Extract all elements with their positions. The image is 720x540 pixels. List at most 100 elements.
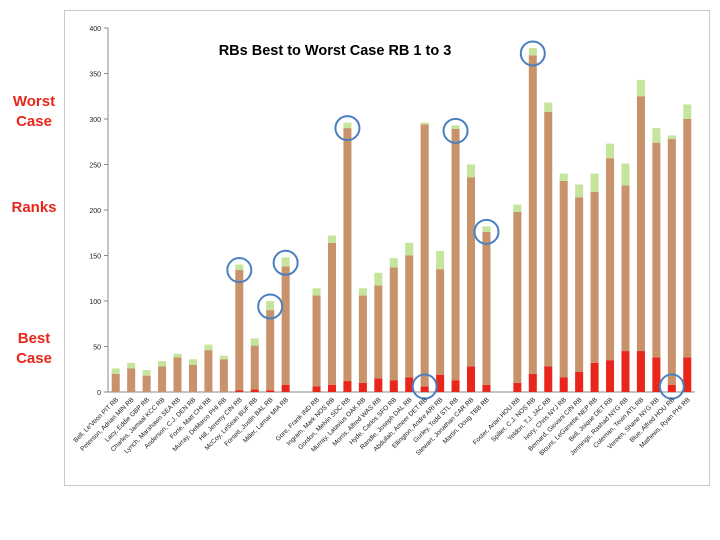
- bar-segment-worst: [204, 344, 213, 351]
- bar-segment-best: [528, 373, 537, 392]
- bar-segment-worst: [513, 204, 522, 212]
- bar-segment-best: [250, 389, 259, 392]
- bar-segment-worst: [606, 143, 615, 159]
- bar-segment-mid: [466, 177, 476, 367]
- bar-segment-worst: [219, 355, 228, 360]
- bar-segment-best: [436, 374, 445, 392]
- highlight-circle: [442, 117, 469, 144]
- bar-segment-mid: [188, 364, 197, 392]
- bar-segment-mid: [667, 139, 676, 385]
- bar-segment-worst: [528, 48, 537, 56]
- y-tick-label: 50: [93, 345, 101, 352]
- highlight-circle: [411, 373, 438, 400]
- bar-segment-mid: [281, 266, 290, 385]
- highlight-circle: [334, 115, 361, 142]
- bar-segment-worst: [389, 258, 398, 268]
- bar-segment-best: [281, 384, 290, 392]
- bar-segment-worst: [173, 353, 182, 358]
- bar-segment-mid: [513, 211, 522, 383]
- bar-segment-mid: [204, 350, 213, 392]
- bar-segment-worst: [683, 104, 692, 119]
- bar-segment-mid: [405, 255, 414, 378]
- bar-segment-worst: [158, 361, 167, 367]
- bar-segment-worst: [667, 135, 676, 140]
- bar-segment-mid: [219, 359, 228, 392]
- bar-segment-mid: [652, 142, 661, 358]
- bar-segment-best: [559, 377, 568, 392]
- bar-segment-mid: [544, 111, 553, 367]
- bar-segment-mid: [142, 375, 151, 392]
- bar-segment-best: [544, 366, 553, 392]
- bar-segment-mid: [250, 345, 259, 390]
- bar-segment-worst: [327, 235, 337, 243]
- best-case-label: Best Case: [16, 330, 52, 367]
- bar-segment-mid: [158, 366, 167, 392]
- worst-case-label: Worst Case: [12, 93, 56, 130]
- bar-segment-mid: [683, 119, 692, 358]
- highlight-circle: [519, 40, 546, 67]
- bar-segment-worst: [544, 102, 553, 112]
- y-tick-label: 350: [89, 72, 101, 79]
- bar-segment-best: [312, 386, 321, 392]
- bar-segment-best: [451, 380, 460, 392]
- bar-segment-worst: [405, 242, 414, 256]
- bar-segment-worst: [266, 301, 275, 311]
- highlight-circle: [226, 257, 253, 284]
- bar-segment-best: [652, 357, 661, 392]
- bar-segment-mid: [482, 231, 491, 385]
- bar-segment-worst: [590, 173, 599, 192]
- bar-segment-worst: [466, 164, 476, 178]
- bar-segment-worst: [374, 272, 383, 286]
- bar-segment-worst: [420, 122, 429, 125]
- y-tick-label: 400: [89, 26, 101, 33]
- highlight-circle: [272, 249, 299, 276]
- bar-segment-worst: [451, 125, 460, 130]
- highlight-circle: [257, 293, 284, 320]
- bar-segment-mid: [327, 242, 337, 385]
- bar-segment-worst: [142, 370, 151, 376]
- bar-segment-best: [683, 357, 692, 392]
- bar-segment-worst: [559, 173, 568, 181]
- highlight-circle: [658, 373, 685, 400]
- bar-segment-mid: [590, 191, 599, 363]
- bar-segment-mid: [636, 96, 645, 352]
- bar-segment-best: [405, 377, 414, 392]
- bar-segment-best: [621, 351, 630, 392]
- bar-segment-mid: [451, 129, 460, 381]
- chart-title: RBs Best to Worst Case RB 1 to 3: [219, 43, 452, 59]
- bar-segment-best: [575, 371, 584, 392]
- bar-segment-best: [482, 384, 491, 392]
- bar-segment-worst: [482, 226, 491, 232]
- bar-segment-best: [466, 366, 476, 392]
- bar-segment-best: [327, 384, 337, 392]
- bar-segment-mid: [575, 197, 584, 372]
- bar-segment-mid: [312, 295, 321, 387]
- highlight-circle: [473, 218, 500, 245]
- bar-segment-best: [590, 362, 599, 392]
- bar-segment-best: [266, 390, 275, 392]
- bar-segment-mid: [235, 270, 244, 391]
- y-tick-label: 250: [89, 163, 101, 170]
- bar-segment-worst: [281, 257, 290, 267]
- bar-segment-best: [389, 380, 398, 392]
- bar-segment-mid: [436, 269, 445, 375]
- chart-frame: RBs Best to Worst Case RB 1 to 3 0 50 100 1…: [64, 10, 710, 486]
- bar-segment-worst: [358, 288, 367, 296]
- bar-segment-mid: [343, 128, 352, 382]
- y-tick-label: 0: [97, 390, 101, 397]
- bar-segment-mid: [173, 357, 182, 392]
- bar-segment-worst: [343, 122, 352, 129]
- bar-segment-mid: [374, 285, 383, 379]
- bar-segment-worst: [312, 288, 321, 296]
- bar-segment-worst: [652, 128, 661, 143]
- bar-chart: RBs Best to Worst Case RB 1 to 3 0 50 100 1…: [72, 26, 695, 457]
- bar-segment-worst: [436, 250, 445, 270]
- bar-segment-worst: [111, 368, 120, 374]
- bar-segment-best: [636, 351, 645, 392]
- bar-segment-best: [235, 390, 244, 392]
- bar-segment-worst: [250, 338, 259, 346]
- bar-segment-mid: [266, 310, 275, 391]
- bar-segment-mid: [528, 55, 537, 374]
- bar-segment-best: [343, 381, 352, 392]
- bar-segment-worst: [636, 79, 645, 97]
